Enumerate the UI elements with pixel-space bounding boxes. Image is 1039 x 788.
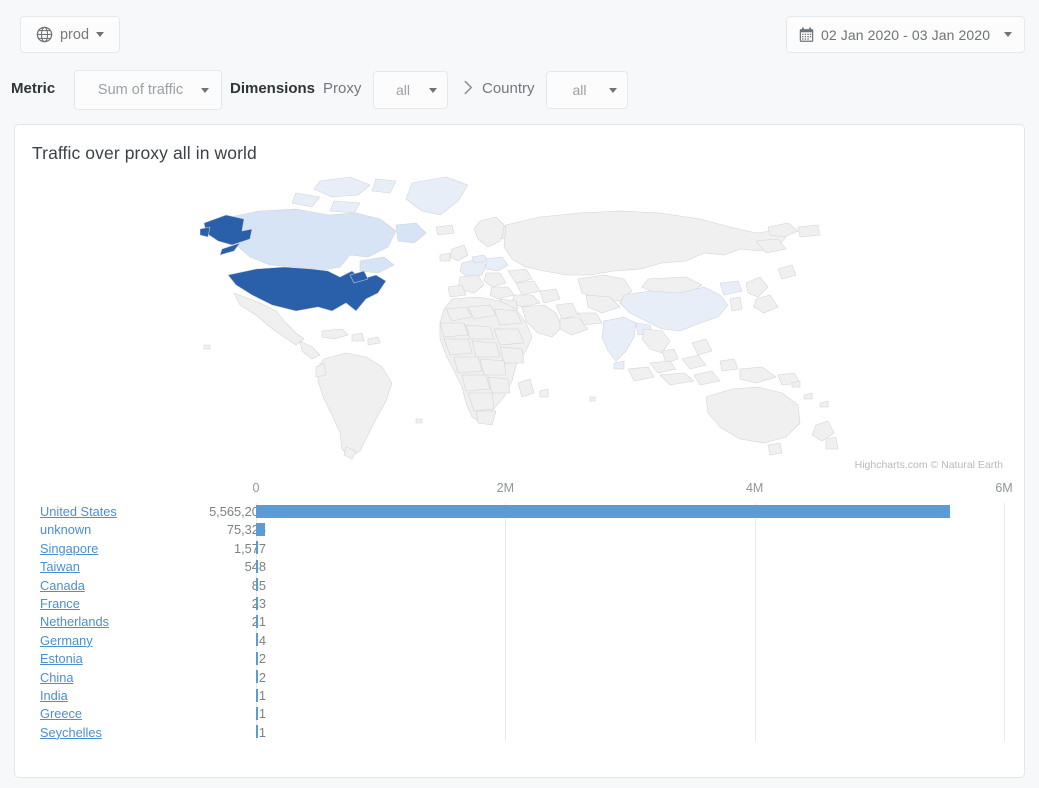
list-item[interactable]: Greece 1 xyxy=(40,705,266,723)
bar[interactable] xyxy=(256,670,258,684)
list-item[interactable]: Taiwan 548 xyxy=(40,558,266,576)
list-item[interactable]: France 23 xyxy=(40,595,266,613)
bar[interactable] xyxy=(256,725,258,739)
x-axis-tick-label: 4M xyxy=(745,481,764,495)
category-value: 85 xyxy=(251,577,266,593)
category-link[interactable]: Netherlands xyxy=(40,614,110,630)
category-value: 4 xyxy=(258,632,266,648)
traffic-card: Traffic over proxy all in world xyxy=(14,124,1025,778)
date-range-label: 02 Jan 2020 - 03 Jan 2020 xyxy=(821,26,991,43)
category-value: 2 xyxy=(258,651,266,667)
bar[interactable] xyxy=(256,706,258,720)
category-link[interactable]: Greece xyxy=(40,706,82,722)
category-link[interactable]: France xyxy=(40,596,80,611)
proxy-dimension-label: Proxy xyxy=(323,80,362,97)
bar[interactable] xyxy=(256,688,258,702)
list-item[interactable]: Netherlands 21 xyxy=(40,613,266,631)
list-item[interactable]: Seychelles 1 xyxy=(40,723,266,741)
proxy-select[interactable]: all xyxy=(373,71,448,109)
category-link[interactable]: Estonia xyxy=(40,651,83,667)
gridline xyxy=(754,503,756,741)
world-map-svg[interactable] xyxy=(199,171,840,461)
bar[interactable] xyxy=(256,614,258,628)
category-link[interactable]: Germany xyxy=(40,632,93,648)
bar[interactable] xyxy=(256,633,258,647)
metric-select[interactable]: Sum of traffic xyxy=(74,70,222,110)
x-axis-tick-label: 0 xyxy=(252,481,260,495)
chevron-down-icon xyxy=(609,87,617,93)
metric-select-value: Sum of traffic xyxy=(97,82,184,98)
x-axis-tick-label: 6M xyxy=(995,481,1013,495)
category-value: 1 xyxy=(258,688,266,703)
chevron-down-icon xyxy=(429,87,437,93)
category-value: 548 xyxy=(245,559,266,574)
category-link: unknown xyxy=(40,522,92,538)
bar[interactable] xyxy=(256,504,950,518)
list-item[interactable]: unknown 75,325 xyxy=(40,521,266,539)
metric-label: Metric xyxy=(11,80,56,97)
bar[interactable] xyxy=(256,578,258,592)
country-select[interactable]: all xyxy=(546,71,628,109)
chevron-right-icon xyxy=(463,79,474,101)
bar[interactable] xyxy=(256,596,258,610)
calendar-icon xyxy=(799,26,814,43)
list-item[interactable]: Estonia 2 xyxy=(40,650,266,668)
card-title: Traffic over proxy all in world xyxy=(32,143,257,163)
bar-chart: 0 2M 4M 6M United States 5,565,208 unknown 75,… xyxy=(15,481,1024,777)
list-item[interactable]: Germany 4 xyxy=(40,631,266,649)
category-value: 1,577 xyxy=(233,540,266,556)
world-map[interactable] xyxy=(15,171,1024,471)
environment-selector[interactable]: prod xyxy=(20,16,120,53)
list-item[interactable]: India 1 xyxy=(40,687,266,705)
category-value: 2 xyxy=(258,669,266,685)
x-axis-tick-label: 2M xyxy=(496,481,515,495)
chevron-down-icon xyxy=(201,87,209,93)
list-item[interactable]: United States 5,565,208 xyxy=(40,503,266,521)
country-select-value: all xyxy=(572,82,587,98)
environment-label: prod xyxy=(59,26,90,43)
chevron-down-icon xyxy=(96,32,105,37)
plot-area: United States 5,565,208 unknown 75,325 Singa… xyxy=(15,503,1024,763)
top-bar: prod xyxy=(0,0,1039,64)
category-link[interactable]: Singapore xyxy=(40,540,99,556)
bar[interactable] xyxy=(256,522,266,536)
gridline xyxy=(505,503,507,741)
x-axis-ticks: 0 2M 4M 6M xyxy=(15,481,1024,501)
list-item[interactable]: China 2 xyxy=(40,668,266,686)
category-value: 1 xyxy=(258,706,266,722)
bar[interactable] xyxy=(256,541,258,555)
category-link[interactable]: Taiwan xyxy=(40,559,80,575)
gridline xyxy=(1004,503,1005,741)
dimensions-label: Dimensions xyxy=(230,80,316,97)
category-value: 1 xyxy=(258,724,266,740)
category-link[interactable]: India xyxy=(40,688,68,703)
date-range-picker[interactable]: 02 Jan 2020 - 03 Jan 2020 xyxy=(786,16,1025,53)
category-link[interactable]: United States xyxy=(40,504,117,519)
bar[interactable] xyxy=(256,559,258,573)
chevron-down-icon xyxy=(1004,32,1012,37)
globe-icon xyxy=(36,26,53,43)
bar[interactable] xyxy=(256,651,258,665)
country-dimension-label: Country xyxy=(482,80,535,97)
category-value: 23 xyxy=(251,596,266,611)
proxy-select-value: all xyxy=(395,82,410,98)
list-item[interactable]: Canada 85 xyxy=(40,576,266,594)
chart-credits: Highcharts.com © Natural Earth xyxy=(854,459,1003,471)
list-item[interactable]: Singapore 1,577 xyxy=(40,539,266,557)
category-value: 5,565,208 xyxy=(209,504,266,519)
category-link[interactable]: Seychelles xyxy=(40,724,102,740)
category-value: 21 xyxy=(251,614,266,630)
category-link[interactable]: Canada xyxy=(40,577,85,593)
category-link[interactable]: China xyxy=(40,669,74,685)
